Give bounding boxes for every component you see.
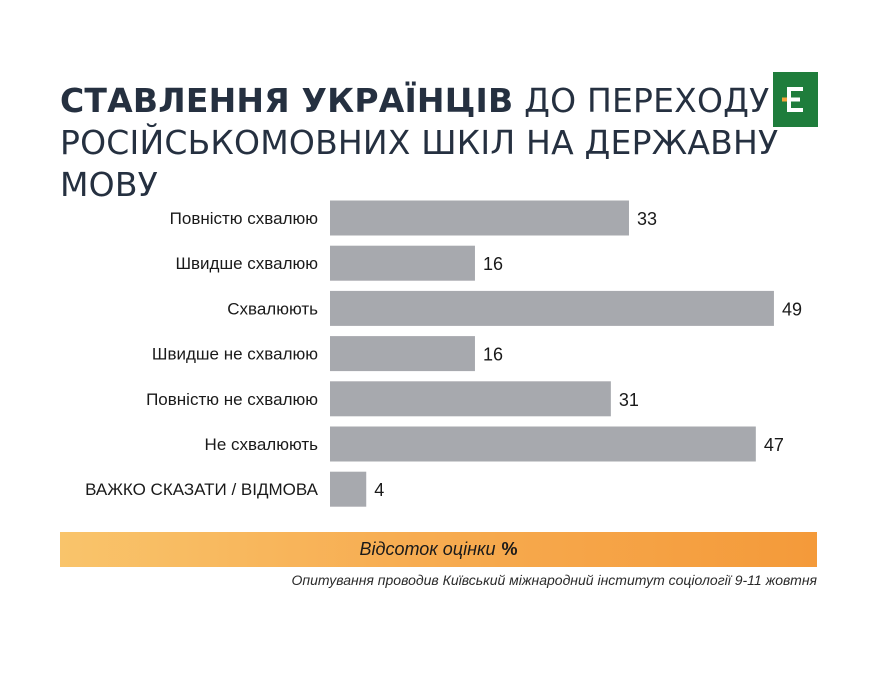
axis-label-band: Відсоток оцінки % <box>60 532 817 567</box>
title-line2: РОСІЙСЬКОМОВНИХ ШКІЛ НА ДЕРЖАВНУ МОВУ <box>60 123 779 204</box>
bar-2 <box>330 290 774 326</box>
category-label: ВАЖКО СКАЗАТИ / ВІДМОВА <box>85 480 319 499</box>
category-label: Швидше схвалюю <box>175 254 318 273</box>
title-bold: СТАВЛЕННЯ УКРАЇНЦІВ <box>60 81 514 120</box>
axis-unit: % <box>501 539 518 559</box>
axis-label: Відсоток оцінки <box>359 539 496 559</box>
category-label: Повністю схвалюю <box>170 209 319 228</box>
category-label: Схвалюють <box>227 299 318 318</box>
value-label: 31 <box>619 390 639 410</box>
value-label: 47 <box>764 435 784 455</box>
bar-6 <box>330 471 367 507</box>
value-label: 49 <box>782 299 802 319</box>
category-label: Швидше не схвалюю <box>152 345 318 364</box>
bar-0 <box>330 200 629 236</box>
bar-5 <box>330 426 756 462</box>
source-footnote: Опитування проводив Київський міжнародни… <box>291 572 818 588</box>
value-label: 16 <box>483 254 503 274</box>
chart-title: СТАВЛЕННЯ УКРАЇНЦІВ ДО ПЕРЕХОДУ РОСІЙСЬК… <box>60 80 780 206</box>
title-rest: ДО ПЕРЕХОДУ <box>513 81 770 120</box>
bar-4 <box>330 381 611 417</box>
value-label: 33 <box>637 209 657 229</box>
category-label: Повністю не схвалюю <box>146 390 318 409</box>
bar-chart: Повністю схвалюю 33 Швидше схвалюю 16 Схвалю… <box>85 200 802 507</box>
bar-1 <box>330 245 475 281</box>
publisher-logo-icon <box>773 72 818 127</box>
value-label: 16 <box>483 345 503 365</box>
bar-3 <box>330 336 475 372</box>
value-label: 4 <box>374 480 384 500</box>
category-label: Не схвалюють <box>205 435 319 454</box>
